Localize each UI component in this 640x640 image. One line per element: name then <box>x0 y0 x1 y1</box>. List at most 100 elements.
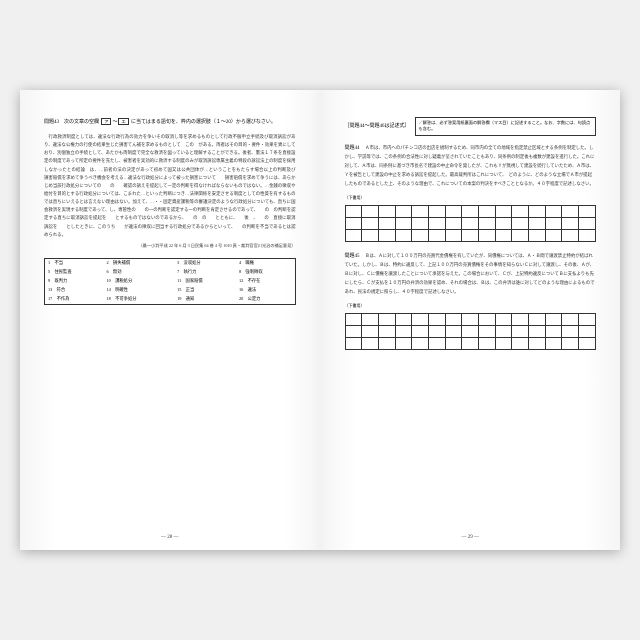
answer-cell <box>545 337 562 349</box>
answer-cell <box>495 229 512 241</box>
answer-cell <box>395 337 412 349</box>
answer-cell <box>345 325 362 337</box>
q43-tail-text: に当てはまる語句を、枠内の選択肢（１～20）から選びなさい。 <box>131 120 276 125</box>
answer-cell <box>545 205 562 217</box>
q45-num: 問題45 <box>345 254 360 259</box>
answer-cell <box>495 325 512 337</box>
answer-cell <box>562 229 579 241</box>
blank-e: エ <box>118 118 128 125</box>
answer-cell <box>545 325 562 337</box>
answer-cell <box>529 229 546 241</box>
answer-cell <box>512 205 529 217</box>
answer-cell <box>479 313 496 325</box>
answer-cell <box>512 217 529 229</box>
answer-cell <box>562 325 579 337</box>
answer-cell <box>378 217 395 229</box>
answer-cell <box>512 337 529 349</box>
blank-a: ア <box>101 118 111 125</box>
answer-cell <box>495 337 512 349</box>
answer-cell <box>362 337 379 349</box>
answer-cell <box>579 313 596 325</box>
answer-cell <box>395 217 412 229</box>
answer-cell <box>345 229 362 241</box>
answer-cell <box>512 313 529 325</box>
essay-range-head: ［問題44～問題46は記述式］ <box>345 122 410 129</box>
choice-cell: 20 公定力 <box>236 295 295 305</box>
answer-cell <box>395 325 412 337</box>
choice-cell: 3 没収処分 <box>174 258 236 268</box>
choice-cell: 4 職権 <box>236 258 295 268</box>
page-spread: 問題43 次の文章の空欄 ア～エ に当てはまる語句を、枠内の選択肢（１～20）か… <box>20 90 620 550</box>
choice-cell: 9 既判力 <box>45 277 104 286</box>
answer-cell <box>412 229 429 241</box>
choice-cell: 13 符合 <box>45 286 104 295</box>
choice-table: 1 不当2 損失補償3 没収処分4 職権5 住民監査6 無効7 執行力8 強制徴… <box>44 258 296 305</box>
answer-cell <box>445 229 462 241</box>
q44-answer-grid <box>345 205 597 242</box>
answer-cell <box>445 337 462 349</box>
answer-cell <box>445 313 462 325</box>
choice-cell: 8 強制徴収 <box>236 268 295 277</box>
answer-cell <box>545 229 562 241</box>
answer-cell <box>495 205 512 217</box>
answer-cell <box>495 217 512 229</box>
answer-cell <box>345 337 362 349</box>
answer-cell <box>462 229 479 241</box>
choice-cell: 6 無効 <box>103 268 174 277</box>
answer-cell <box>579 337 596 349</box>
answer-cell <box>479 229 496 241</box>
answer-cell <box>378 229 395 241</box>
choice-cell: 19 通知 <box>174 295 236 305</box>
answer-cell <box>512 325 529 337</box>
answer-cell <box>479 205 496 217</box>
answer-cell <box>362 229 379 241</box>
answer-cell <box>362 313 379 325</box>
answer-cell <box>529 313 546 325</box>
choice-cell: 17 不作為 <box>45 295 104 305</box>
q43-citation: （最一小判平成 22 年 6 月 3 日民集 64 巻 4 号 1010 頁・裁… <box>44 242 296 250</box>
right-page-number: — 29 — <box>321 535 621 540</box>
answer-cell <box>545 217 562 229</box>
answer-cell <box>529 205 546 217</box>
answer-cell <box>428 229 445 241</box>
answer-cell <box>412 325 429 337</box>
answer-cell <box>362 205 379 217</box>
answer-cell <box>362 325 379 337</box>
answer-cell <box>428 205 445 217</box>
answer-cell <box>479 325 496 337</box>
answer-cell <box>395 313 412 325</box>
choice-cell: 12 不存在 <box>236 277 295 286</box>
answer-cell <box>428 337 445 349</box>
answer-cell <box>579 229 596 241</box>
answer-cell <box>412 205 429 217</box>
q45-grid-label: （下書用） <box>345 303 597 309</box>
answer-cell <box>412 337 429 349</box>
choice-cell: 15 正当 <box>174 286 236 295</box>
choice-cell: 5 住民監査 <box>45 268 104 277</box>
q45-heading: 問題45 Ｂは、Ａに対して１００万円の売買代金債権を有していたが、同債権について… <box>345 252 597 297</box>
answer-cell <box>495 313 512 325</box>
left-page: 問題43 次の文章の空欄 ア～エ に当てはまる語句を、枠内の選択肢（１～20）か… <box>20 90 320 550</box>
choice-cell: 2 損失補償 <box>103 258 174 268</box>
answer-cell <box>462 337 479 349</box>
answer-cell <box>395 205 412 217</box>
answer-cell <box>345 205 362 217</box>
answer-cell <box>462 205 479 217</box>
choice-cell: 18 不可争処分 <box>103 295 174 305</box>
answer-cell <box>428 325 445 337</box>
answer-cell <box>562 217 579 229</box>
answer-cell <box>395 229 412 241</box>
answer-cell <box>412 217 429 229</box>
answer-cell <box>479 337 496 349</box>
answer-cell <box>462 313 479 325</box>
answer-cell <box>512 229 529 241</box>
rubric-box: ／解答は、必ず答案用紙裏面の解答欄（マス目）に記述すること。なお、字数には、句読… <box>415 117 597 136</box>
answer-cell <box>445 325 462 337</box>
left-page-number: — 28 — <box>20 535 320 540</box>
choice-cell: 1 不当 <box>45 258 104 268</box>
q44-grid-label: （下書用） <box>345 195 597 201</box>
right-page: ［問題44～問題46は記述式］ ／解答は、必ず答案用紙裏面の解答欄（マス目）に記… <box>321 90 621 550</box>
choice-cell: 14 明確性 <box>103 286 174 295</box>
answer-cell <box>445 217 462 229</box>
answer-cell <box>378 337 395 349</box>
